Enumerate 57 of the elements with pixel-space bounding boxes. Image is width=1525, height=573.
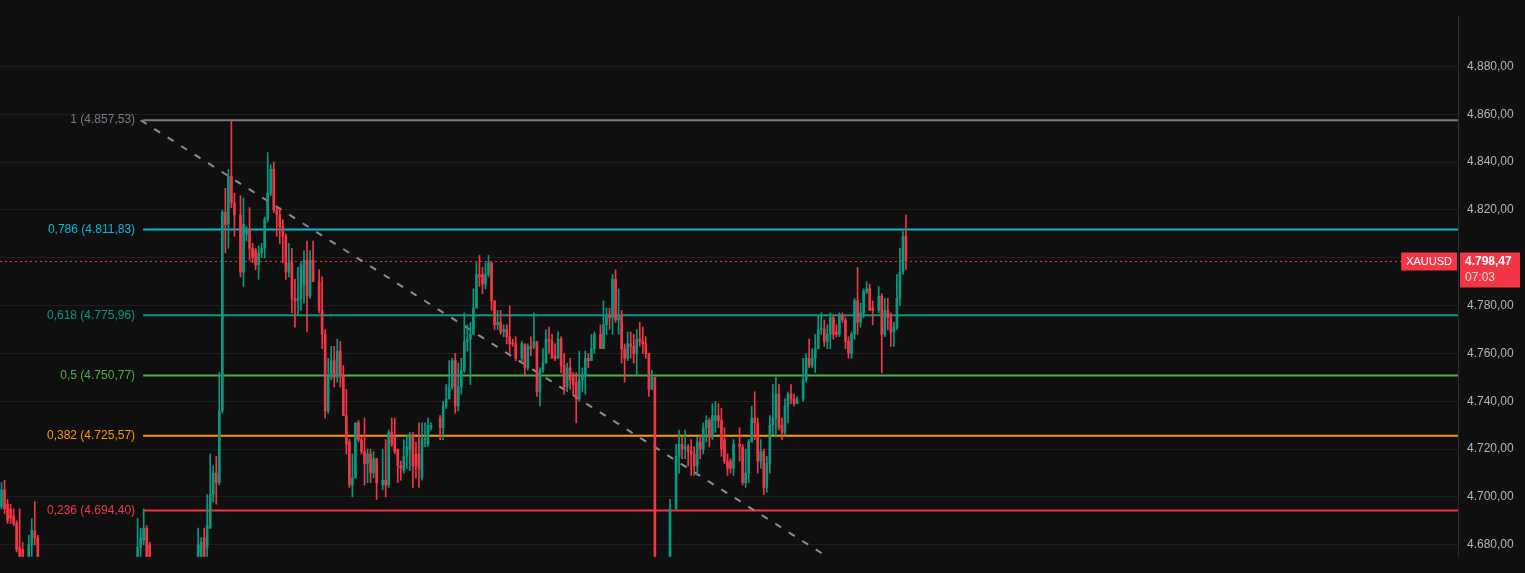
candlestick	[363, 417, 366, 486]
text: 07:03	[1465, 269, 1496, 284]
y-tick-label: 4.840,00	[1467, 154, 1515, 169]
candlestick	[732, 439, 735, 476]
candlestick	[475, 262, 478, 309]
candlestick	[375, 458, 378, 500]
candlestick	[224, 188, 227, 254]
candlestick	[599, 324, 602, 350]
candlestick	[9, 503, 12, 524]
text: 4.798,47	[1465, 253, 1513, 268]
candlestick	[381, 448, 384, 491]
y-tick-label: 4.760,00	[1467, 345, 1515, 360]
candlestick	[248, 207, 251, 261]
candlestick	[257, 245, 260, 280]
ref-line-label: 0,236 (4.694,40)	[46, 502, 136, 517]
ref-line-label: 0,786 (4.811,83)	[47, 221, 136, 236]
candlestick	[242, 197, 245, 287]
candlestick	[136, 518, 139, 557]
candlestick	[711, 403, 714, 440]
candlestick	[608, 307, 611, 330]
ref-line-label: 0,5 (4.750,77)	[60, 367, 136, 382]
candlestick	[372, 451, 375, 479]
candlestick	[369, 448, 372, 483]
candlestick	[254, 247, 257, 271]
candlestick	[626, 331, 629, 361]
candlestick	[493, 300, 496, 330]
candlestick	[508, 305, 512, 354]
y-tick-label: 4.720,00	[1467, 441, 1515, 456]
y-tick-label: 4.740,00	[1467, 393, 1515, 408]
candlestick	[239, 195, 242, 278]
candlestick	[21, 542, 25, 557]
candlestick	[502, 324, 505, 338]
candlestick	[384, 439, 387, 498]
candlestick	[366, 448, 369, 483]
y-tick-label: 4.700,00	[1467, 489, 1515, 504]
y-tick-label: 4.880,00	[1467, 58, 1515, 73]
candlestick	[856, 267, 859, 335]
candlestick	[832, 314, 835, 340]
candlestick	[614, 269, 617, 323]
y-tick-label: 4.860,00	[1467, 106, 1515, 121]
y-tick-label: 4.680,00	[1467, 537, 1515, 552]
ref-line-label: 1 (4.857,53)	[70, 112, 136, 127]
candlestick	[499, 310, 502, 335]
candlestick	[590, 334, 593, 361]
candlestick	[0, 482, 3, 510]
candlestick	[729, 458, 732, 474]
candlestick	[629, 331, 633, 359]
candlestick	[227, 168, 230, 249]
candlestick	[587, 353, 590, 369]
candlestick	[708, 417, 711, 448]
candlestick	[583, 350, 587, 395]
ref-line-label: 0,382 (4.725,57)	[46, 428, 136, 443]
y-tick-label: 4.820,00	[1467, 202, 1515, 217]
candlestick	[18, 508, 21, 557]
ref-line-label: XAUUSD	[1406, 255, 1453, 268]
ref-line-label: 0,618 (4.775,96)	[46, 307, 136, 322]
y-tick-label: 4.780,00	[1467, 297, 1515, 312]
